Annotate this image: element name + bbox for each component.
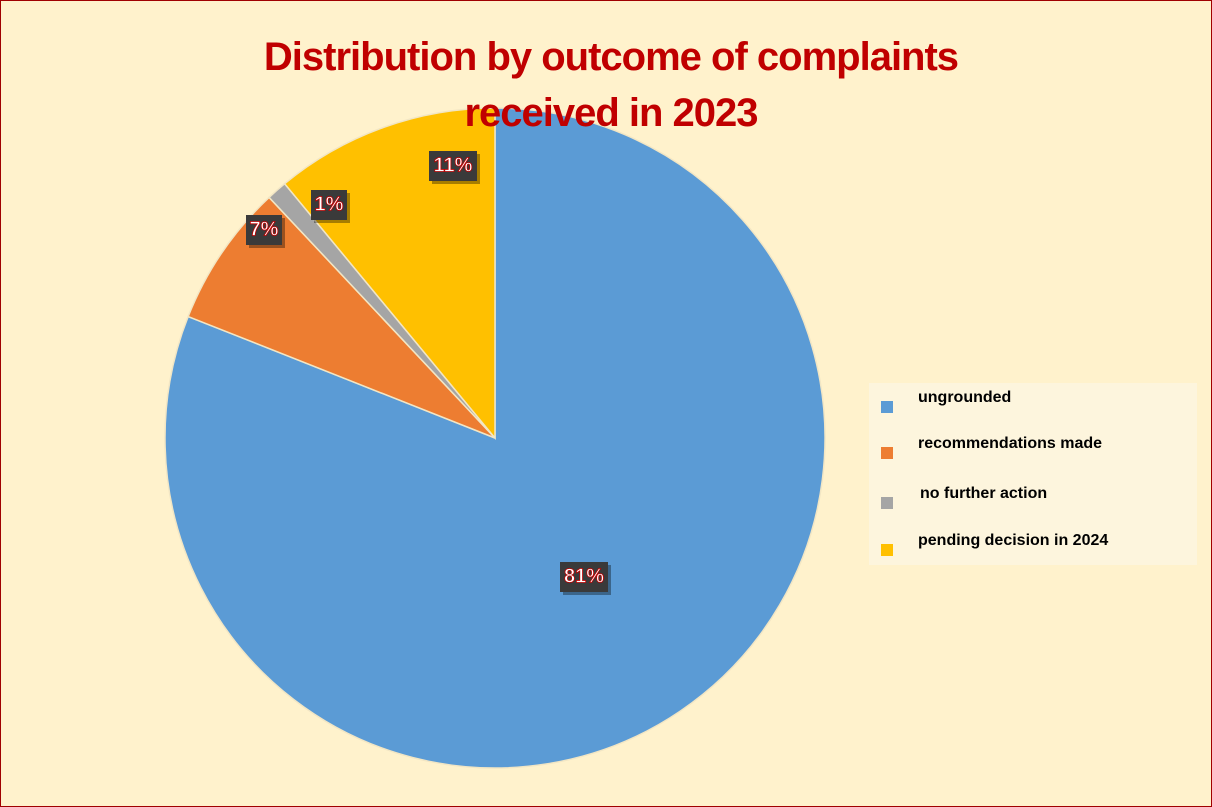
data-label: 7% (250, 218, 279, 240)
data-label: 81% (564, 565, 604, 587)
label-box (429, 151, 477, 181)
data-label: 1% (315, 193, 344, 215)
pie-slice (187, 196, 496, 439)
pie-slice (164, 107, 826, 769)
chart-title: Distribution by outcome of complaints re… (263, 35, 959, 135)
legend-label: no further action (920, 485, 1047, 502)
data-label: 11% (434, 154, 473, 176)
legend-swatch (881, 401, 893, 413)
legend-label: pending decision in 2024 (918, 532, 1108, 549)
legend-swatch (881, 497, 893, 509)
label-box (560, 562, 608, 592)
legend-label: recommendations made (918, 435, 1102, 452)
legend-swatch (881, 447, 893, 459)
legend-swatch (881, 544, 893, 556)
label-box (246, 215, 282, 245)
legend-box (869, 383, 1197, 565)
legend-label: ungrounded (918, 389, 1011, 406)
label-box (311, 190, 347, 220)
